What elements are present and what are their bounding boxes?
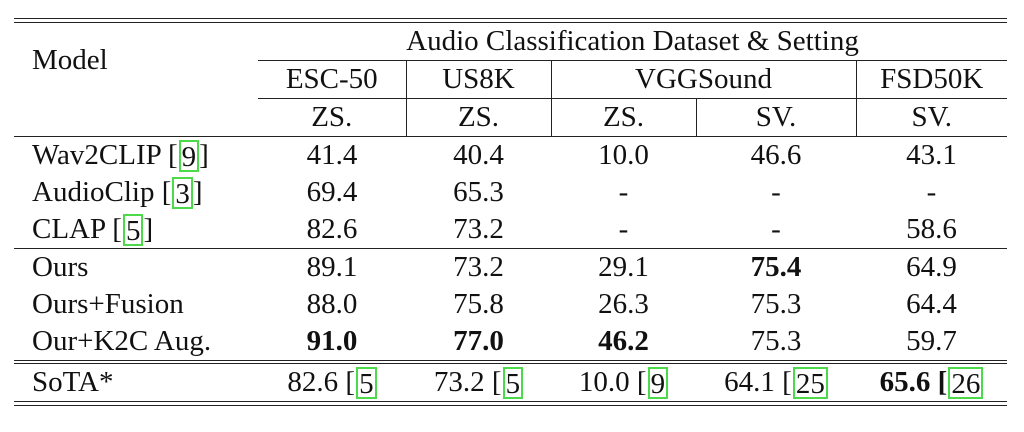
value-cell: 41.4	[306, 139, 358, 171]
dataset-header: FSD50K	[856, 60, 1008, 99]
value-cell: -	[771, 213, 781, 245]
value-cell: 75.8	[453, 288, 504, 320]
value-cell: 75.3	[750, 325, 802, 357]
value-cell: 10.0 [9	[551, 360, 696, 401]
citation-link[interactable]: 9	[178, 140, 200, 173]
model-cell: SoTA*	[14, 360, 258, 401]
header-row-1: Model Audio Classification Dataset & Set…	[14, 23, 1008, 76]
value-cell: 73.2	[453, 213, 504, 245]
setting-header: ZS.	[406, 98, 552, 137]
results-table: Model Audio Classification Dataset & Set…	[14, 23, 1008, 401]
model-cell: AudioClip [3]	[32, 176, 203, 211]
table-row: Ours+Fusion 88.0 75.8 26.3 75.3 64.4	[14, 286, 1007, 323]
value-cell-best: 77.0	[453, 325, 504, 357]
value-cell-best: 75.4	[696, 248, 856, 286]
value-cell: 65.3	[453, 176, 504, 208]
value-cell: 82.6	[306, 213, 358, 245]
model-cell: Our+K2C Aug.	[32, 325, 212, 357]
value-cell: -	[618, 213, 629, 245]
value-cell: 64.4	[906, 288, 957, 320]
setting-header: ZS.	[258, 98, 407, 137]
setting-header: SV.	[856, 98, 1008, 137]
value-cell: -	[926, 176, 937, 208]
value-cell: 46.6	[750, 139, 802, 171]
header-row-3: ZS. ZS. ZS. SV. SV.	[14, 98, 1008, 137]
model-cell: Ours+Fusion	[32, 288, 184, 320]
value-cell: 69.4	[306, 176, 358, 208]
value-cell: 43.1	[906, 139, 957, 171]
value-cell: -	[771, 176, 781, 208]
model-cell: Ours	[14, 248, 258, 286]
citation-link[interactable]: 5	[502, 367, 524, 400]
value-cell: 26.3	[598, 288, 649, 320]
value-cell: 65.6 [26	[856, 360, 1008, 401]
value-cell-best: 91.0	[306, 325, 358, 357]
dataset-header: ESC-50	[258, 60, 407, 99]
value-cell: 29.1	[551, 248, 696, 286]
citation-link[interactable]: 9	[647, 367, 669, 400]
results-table-figure: Model Audio Classification Dataset & Set…	[14, 18, 1008, 406]
model-header: Model	[32, 44, 108, 77]
group-header: Audio Classification Dataset & Setting	[258, 23, 1008, 61]
value-cell: 73.2 [5	[406, 360, 551, 401]
table-row: Wav2CLIP [9] 41.4 40.4 10.0 46.6 43.1	[14, 137, 1007, 175]
table-row: CLAP [5] 82.6 73.2 - - 58.6	[14, 211, 1007, 249]
dataset-header: VGGSound	[551, 60, 857, 99]
value-cell: 73.2	[406, 248, 551, 286]
value-cell: 64.1 [25	[696, 360, 856, 401]
value-cell: 75.3	[750, 288, 802, 320]
citation-link[interactable]: 26	[948, 367, 984, 400]
setting-header: SV.	[696, 98, 857, 137]
value-cell: 10.0	[598, 139, 649, 171]
value-cell: 59.7	[906, 325, 957, 357]
citation-link[interactable]: 5	[356, 367, 377, 400]
top-double-rule	[14, 18, 1007, 23]
header-row-2: ESC-50 US8K VGGSound FSD50K	[14, 60, 1008, 99]
dataset-header: US8K	[406, 60, 552, 99]
setting-header: ZS.	[551, 98, 697, 137]
table-row: AudioClip [3] 69.4 65.3 - - -	[14, 174, 1007, 211]
value-cell: 88.0	[306, 288, 358, 320]
value-cell: 89.1	[258, 248, 406, 286]
citation-link[interactable]: 25	[792, 367, 828, 400]
citation-link[interactable]: 5	[122, 214, 144, 247]
value-cell: 64.9	[856, 248, 1008, 286]
model-cell: Wav2CLIP [9]	[32, 139, 209, 174]
model-cell: CLAP [5]	[32, 213, 154, 248]
table-row: SoTA* 82.6 [5 73.2 [5 10.0 [9 64.1 [25 6…	[14, 360, 1008, 401]
value-cell-best: 46.2	[598, 325, 649, 357]
bottom-double-rule	[14, 401, 1007, 406]
table-row: Ours 89.1 73.2 29.1 75.4 64.9	[14, 248, 1008, 286]
value-cell: -	[618, 176, 629, 208]
citation-link[interactable]: 3	[172, 177, 193, 210]
value-cell: 82.6 [5	[258, 360, 406, 401]
value-cell: 40.4	[453, 139, 504, 171]
value-cell: 58.6	[906, 213, 957, 245]
table-row: Our+K2C Aug. 91.0 77.0 46.2 75.3 59.7	[14, 323, 1007, 362]
